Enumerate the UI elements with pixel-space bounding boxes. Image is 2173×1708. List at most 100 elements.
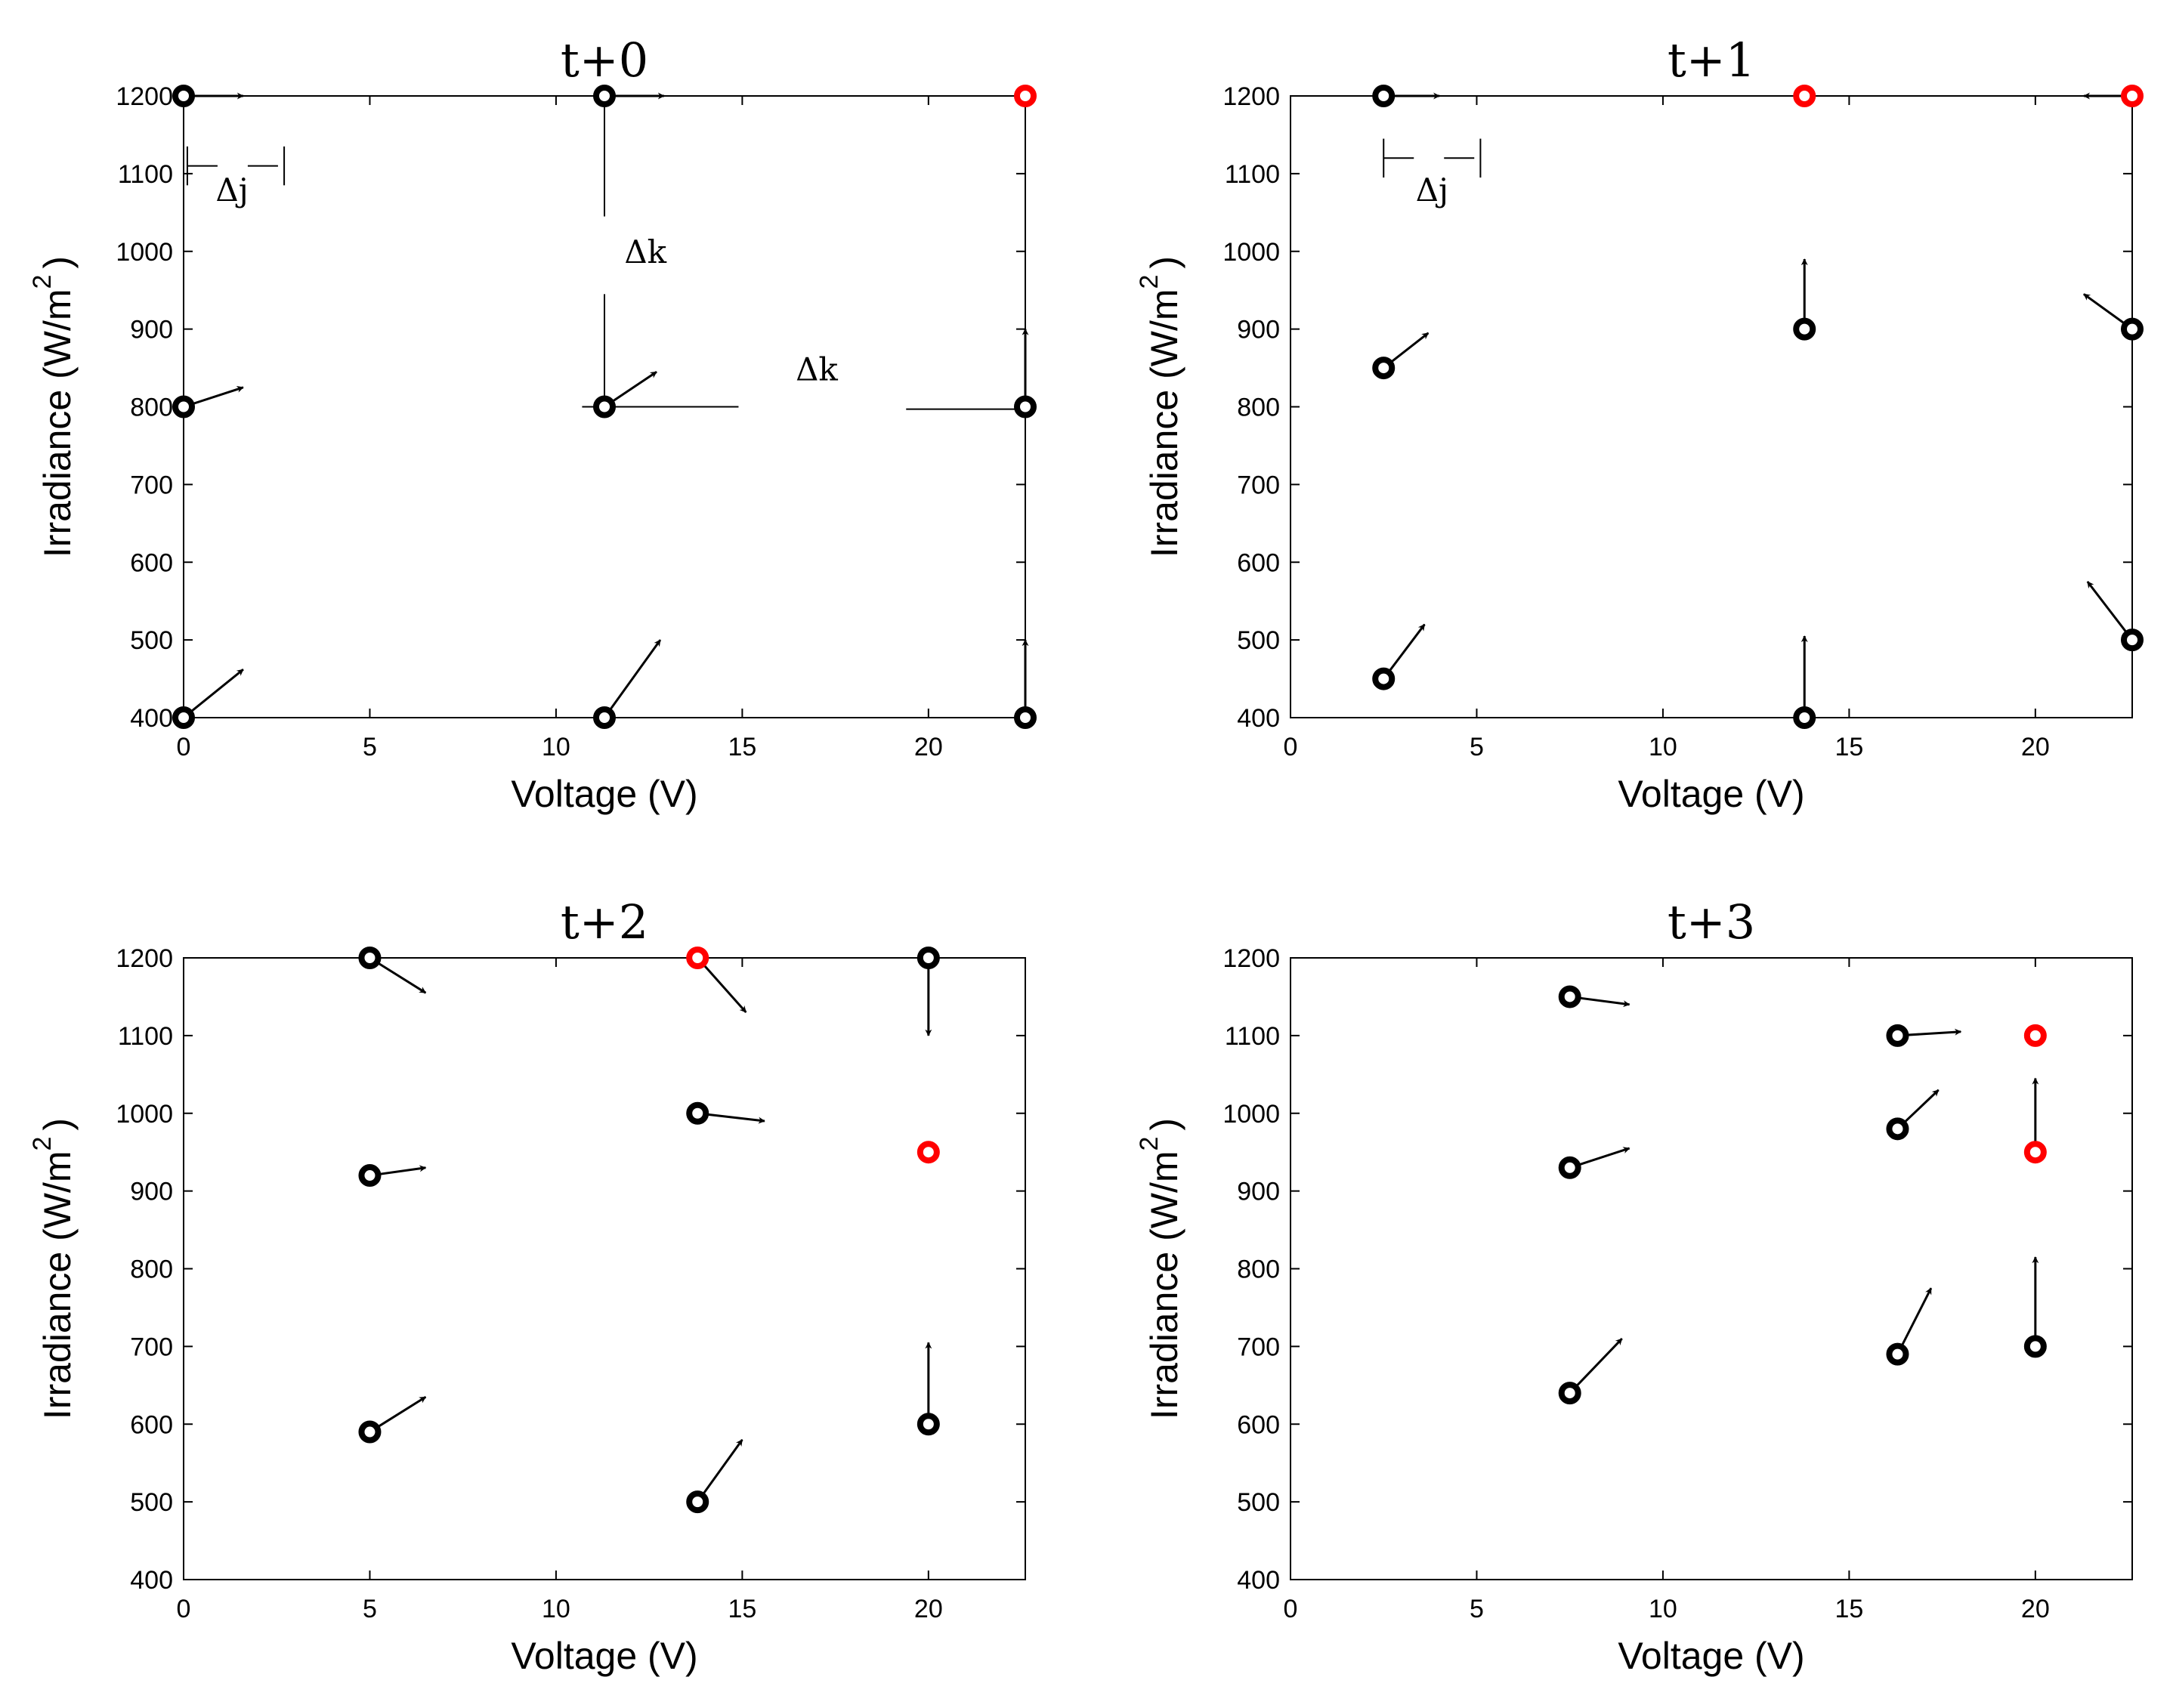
best-particle-marker — [1014, 85, 1037, 107]
x-tick-label: 0 — [1284, 1595, 1298, 1623]
x-tick-label: 10 — [542, 733, 570, 761]
x-tick-label: 0 — [1284, 733, 1298, 761]
y-tick-label: 500 — [130, 626, 173, 655]
particle-marker — [1886, 1342, 1909, 1366]
delta-annotation: Δk — [796, 351, 838, 388]
panel-title: t+2 — [561, 894, 648, 950]
x-tick-label: 20 — [914, 1595, 943, 1623]
best-particle-marker — [686, 947, 709, 969]
particle-marker — [1793, 317, 1816, 341]
y-axis-label: Irradiance (W/m2) — [1135, 1118, 1185, 1419]
y-tick-label: 400 — [1237, 704, 1280, 733]
velocity-arrow — [183, 669, 244, 719]
x-tick-label: 10 — [1649, 733, 1677, 761]
velocity-arrow — [1383, 623, 1426, 680]
particle-marker — [2023, 1335, 2047, 1358]
panel-title: t+3 — [1668, 894, 1755, 950]
particle-marker — [1558, 985, 1581, 1008]
particle-marker — [1558, 1156, 1581, 1179]
y-axis-label: Irradiance (W/m2) — [1135, 256, 1185, 557]
y-tick-label: 900 — [130, 1178, 173, 1206]
delta-guides — [186, 103, 1025, 410]
delta-annotation: Δk — [624, 233, 666, 270]
particle-marker — [1886, 1024, 1909, 1047]
panel-2: 0 5 10 15 20 400 500 600 700 800 900 1000 1100 1200 t+… — [1135, 32, 2144, 815]
y-tick-label: 1100 — [1225, 1022, 1280, 1051]
x-tick-label: 5 — [363, 1595, 377, 1623]
particle-marker — [1372, 667, 1396, 690]
particle-marker — [1372, 357, 1396, 380]
best-particle-marker — [916, 1141, 940, 1164]
y-tick-label: 800 — [130, 1256, 173, 1284]
y-tick-label: 1000 — [1223, 1100, 1280, 1129]
panel-title: t+1 — [1668, 32, 1755, 88]
y-tick-label: 800 — [130, 394, 173, 422]
y-tick-label: 1100 — [1225, 160, 1280, 189]
x-tick-label: 5 — [1470, 1595, 1484, 1623]
x-tick-label: 20 — [914, 733, 943, 761]
y-tick-label: 700 — [1237, 471, 1280, 499]
delta-annotation: Δj — [215, 171, 248, 208]
x-axis-label: Voltage (V) — [1618, 773, 1804, 815]
panel-title: t+0 — [561, 32, 648, 88]
x-tick-label: 0 — [177, 1595, 191, 1623]
velocity-arrow — [2086, 581, 2134, 641]
y-tick-label: 400 — [1237, 1566, 1280, 1595]
particle-marker — [2121, 629, 2144, 652]
particle-marker — [2121, 317, 2144, 341]
x-tick-label: 5 — [1470, 733, 1484, 761]
velocity-arrow — [1896, 1287, 1933, 1355]
best-particle-marker — [1793, 85, 1816, 107]
velocity-arrow — [697, 957, 747, 1014]
y-tick-label: 500 — [1237, 626, 1280, 655]
best-particle-marker — [2023, 1024, 2047, 1047]
particle-marker — [593, 395, 616, 419]
x-axis-label: Voltage (V) — [1618, 1635, 1804, 1677]
x-tick-label: 15 — [728, 733, 756, 761]
particle-marker — [172, 395, 195, 419]
y-tick-label: 400 — [130, 1566, 173, 1595]
y-tick-label: 700 — [1237, 1333, 1280, 1361]
velocity-arrow — [603, 639, 662, 718]
x-tick-label: 0 — [177, 733, 191, 761]
particle-marker — [358, 947, 382, 969]
particle-marker — [593, 706, 616, 729]
x-tick-label: 20 — [2021, 733, 2050, 761]
particle-marker — [1372, 85, 1396, 107]
y-tick-label: 800 — [1237, 394, 1280, 422]
y-tick-label: 1100 — [118, 160, 173, 189]
y-tick-label: 600 — [130, 1410, 173, 1439]
y-tick-label: 1200 — [116, 944, 173, 973]
y-tick-label: 900 — [1237, 1178, 1280, 1206]
particle-marker — [1886, 1117, 1909, 1141]
x-tick-label: 20 — [2021, 1595, 2050, 1623]
y-tick-label: 700 — [130, 471, 173, 499]
x-axis-label: Voltage (V) — [511, 773, 697, 815]
x-tick-label: 5 — [363, 733, 377, 761]
y-tick-label: 900 — [130, 316, 173, 344]
particle-marker — [593, 85, 616, 107]
y-tick-label: 700 — [130, 1333, 173, 1361]
axes-frame — [1290, 957, 2133, 1580]
y-tick-label: 1200 — [116, 82, 173, 111]
x-axis-label: Voltage (V) — [511, 1635, 697, 1677]
particle-marker — [1558, 1382, 1581, 1405]
particle-marker — [172, 706, 195, 729]
x-tick-label: 15 — [1835, 733, 1863, 761]
particle-marker — [916, 947, 940, 969]
x-tick-label: 10 — [542, 1595, 570, 1623]
velocity-arrow — [1569, 1338, 1623, 1395]
particle-marker — [1014, 395, 1037, 419]
y-tick-label: 1200 — [1223, 82, 1280, 111]
y-tick-label: 500 — [130, 1488, 173, 1517]
delta-guides — [1383, 138, 1482, 178]
y-tick-label: 600 — [1237, 1410, 1280, 1439]
y-tick-label: 800 — [1237, 1256, 1280, 1284]
y-tick-label: 1000 — [116, 1100, 173, 1129]
y-tick-label: 1000 — [116, 238, 173, 267]
particle-marker — [358, 1164, 382, 1188]
y-tick-label: 900 — [1237, 316, 1280, 344]
particle-marker — [358, 1420, 382, 1444]
panel-1: 0 5 10 15 20 400 500 600 700 800 900 1000 1100 1200 t+… — [28, 32, 1037, 815]
